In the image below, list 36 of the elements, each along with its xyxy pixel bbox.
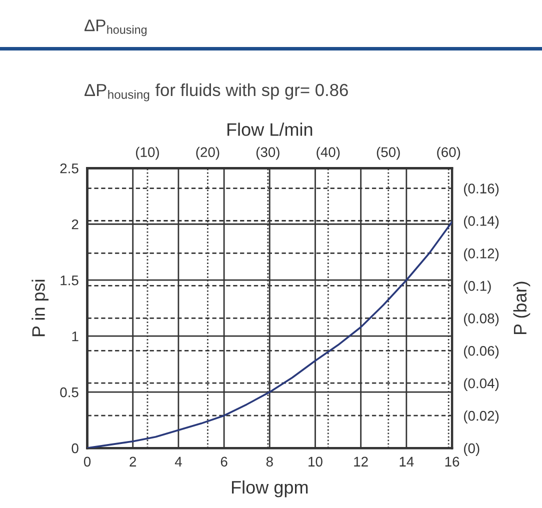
- y2-tick-label: (0.1): [464, 280, 491, 294]
- x2-tick-label: (20): [196, 146, 220, 160]
- y2-tick-label: (0.12): [464, 248, 499, 262]
- x-tick-label: 2: [130, 456, 136, 466]
- x-tick-label: 4: [174, 456, 182, 466]
- x2-tick-label: (40): [316, 146, 340, 160]
- y2-tick-label: (0): [464, 443, 480, 456]
- chart-title: ΔP$_{housing}$: [84, 20, 147, 36]
- y2-tick-label: (0.08): [464, 313, 499, 326]
- x2-tick-label: (10): [136, 146, 159, 160]
- y-axis-title: P in psi: [32, 280, 49, 336]
- x-tick-label: 14: [400, 456, 414, 466]
- y2-tick-label: (0.06): [464, 346, 499, 359]
- y-tick-label: 0: [72, 443, 78, 454]
- x-axis-title: Flow gpm: [232, 480, 308, 498]
- y2-axis-title: P (bar): [513, 282, 530, 334]
- x-tick-label: 10: [308, 456, 322, 467]
- x2-axis-title: Flow L/min: [227, 122, 312, 136]
- x-tick-label: 8: [266, 456, 273, 467]
- y-tick-label: 0.5: [60, 387, 78, 398]
- x2-tick-label: (30): [256, 146, 280, 160]
- y2-tick-label: (0.14): [464, 216, 499, 229]
- x2-tick-label: (50): [376, 146, 400, 160]
- y-tick-label: 1.5: [60, 276, 78, 286]
- y2-tick-label: (0.16): [464, 183, 499, 196]
- y-tick-label: 2.5: [60, 163, 78, 174]
- x-tick-label: 12: [354, 456, 368, 466]
- chart-subtitle: ΔP$_{housing}$ for fluids with sp gr= 0.86: [84, 83, 348, 102]
- x-tick-label: 0: [84, 456, 91, 467]
- x-tick-label: 6: [220, 456, 228, 467]
- y-tick-label: 2: [72, 219, 78, 230]
- y2-tick-label: (0.02): [464, 410, 499, 424]
- x2-tick-label: (60): [437, 146, 460, 160]
- y-tick-label: 1: [72, 332, 78, 342]
- x-tick-label: 16: [445, 456, 460, 467]
- y2-tick-label: (0.04): [464, 378, 499, 392]
